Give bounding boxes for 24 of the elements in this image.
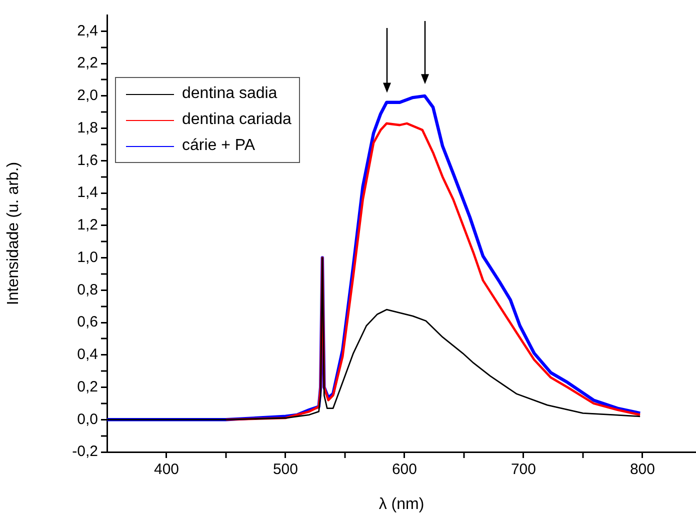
x-axis-title: λ (nm) [378, 496, 424, 513]
y-axis-title: Intensidade (u. arb.) [5, 162, 22, 306]
y-tick-label: 1,2 [77, 216, 98, 234]
y-tick-label: 0,6 [77, 314, 98, 331]
y-tick-label: 2,0 [77, 87, 98, 104]
y-tick-label: 0,2 [77, 378, 98, 396]
y-tick-label: 1,8 [77, 119, 98, 136]
x-tick-label: 700 [510, 461, 536, 478]
y-tick-label: -0,2 [72, 443, 98, 460]
x-tick-label: 800 [630, 461, 655, 478]
y-tick-label: 2,2 [77, 54, 98, 72]
y-tick-label: 2,4 [77, 22, 98, 40]
y-tick-label: 1,6 [77, 152, 98, 169]
y-tick-label: 1,0 [77, 248, 98, 266]
x-tick-label: 500 [272, 461, 298, 478]
y-tick-label: 1,4 [77, 184, 98, 202]
y-tick-label: 0,4 [77, 346, 98, 364]
x-tick-label: 600 [392, 461, 417, 478]
legend-label: cárie + PA [182, 136, 256, 156]
legend-label: dentina sadia [182, 84, 278, 104]
legend-label: dentina cariada [182, 110, 292, 130]
y-tick-label: 0,8 [77, 281, 98, 298]
x-tick-label: 400 [154, 461, 180, 478]
y-tick-label: 0,0 [77, 410, 98, 428]
